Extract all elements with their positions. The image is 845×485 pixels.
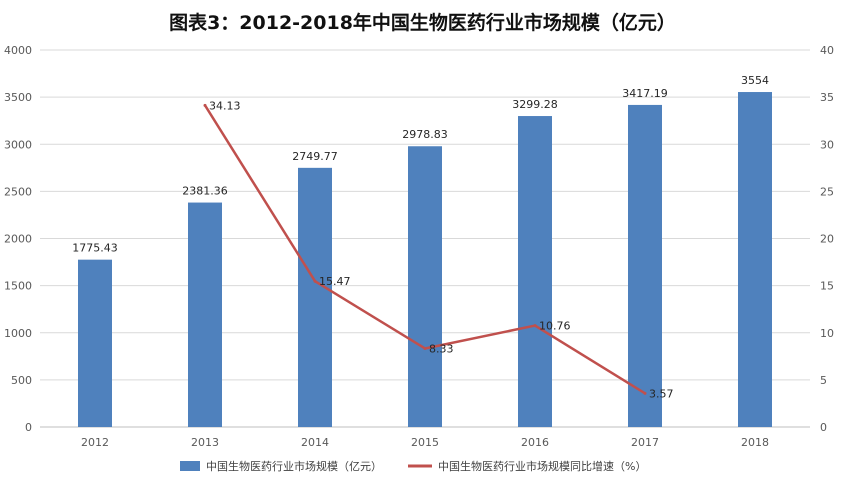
y-right-tick-label: 25 — [820, 185, 834, 198]
bar-data-label: 3554 — [741, 74, 769, 87]
bar-data-label: 1775.43 — [72, 242, 118, 255]
y-left-tick-label: 4000 — [4, 44, 32, 57]
y-right-tick-label: 5 — [820, 374, 827, 387]
bar — [518, 116, 552, 428]
chart-title: 图表3：2012-2018年中国生物医药行业市场规模（亿元） — [169, 12, 676, 34]
x-tick-label: 2013 — [191, 436, 219, 449]
y-right-tick-label: 10 — [820, 327, 834, 340]
y-left-tick-label: 500 — [11, 374, 32, 387]
legend-line-label: 中国生物医药行业市场规模同比增速（%） — [438, 459, 646, 473]
y-left-tick-label: 2000 — [4, 233, 32, 246]
line-point — [643, 391, 647, 395]
y-left-tick-label: 1500 — [4, 280, 32, 293]
x-tick-label: 2014 — [301, 436, 329, 449]
bar-data-label: 3299.28 — [512, 98, 558, 111]
bar — [188, 202, 222, 427]
bar-data-label: 2381.36 — [182, 185, 228, 198]
y-left-tick-label: 2500 — [4, 185, 32, 198]
y-right-tick-label: 20 — [820, 233, 834, 246]
y-right-tick-label: 35 — [820, 91, 834, 104]
y-left-tick-label: 1000 — [4, 327, 32, 340]
line-point — [423, 346, 427, 350]
y-right-tick-label: 15 — [820, 280, 834, 293]
y-left-tick-label: 3000 — [4, 138, 32, 151]
bar-data-label: 3417.19 — [622, 87, 668, 100]
line-point — [533, 324, 537, 328]
x-tick-label: 2016 — [521, 436, 549, 449]
line-point — [203, 103, 207, 107]
y-right-tick-label: 0 — [820, 421, 827, 434]
line-point — [313, 279, 317, 283]
y-left-tick-label: 3500 — [4, 91, 32, 104]
y-right-tick-label: 40 — [820, 44, 834, 57]
y-left-tick-label: 0 — [25, 421, 32, 434]
bar — [78, 259, 112, 427]
bar-data-label: 2978.83 — [402, 128, 448, 141]
line-data-label: 34.13 — [209, 99, 241, 112]
y-right-tick-label: 30 — [820, 138, 834, 151]
x-tick-label: 2012 — [81, 436, 109, 449]
legend-bar-swatch — [180, 461, 200, 471]
line-data-label: 8.33 — [429, 342, 454, 355]
line-data-label: 15.47 — [319, 275, 351, 288]
bar — [298, 167, 332, 428]
x-tick-label: 2015 — [411, 436, 439, 449]
bar — [408, 146, 442, 427]
bar-data-label: 2749.77 — [292, 150, 338, 163]
legend-bar-label: 中国生物医药行业市场规模（亿元） — [206, 459, 382, 473]
line-data-label: 3.57 — [649, 387, 674, 400]
line-data-label: 10.76 — [539, 320, 571, 333]
x-tick-label: 2017 — [631, 436, 659, 449]
bar — [738, 92, 772, 428]
x-tick-label: 2018 — [741, 436, 769, 449]
bar — [628, 104, 662, 427]
